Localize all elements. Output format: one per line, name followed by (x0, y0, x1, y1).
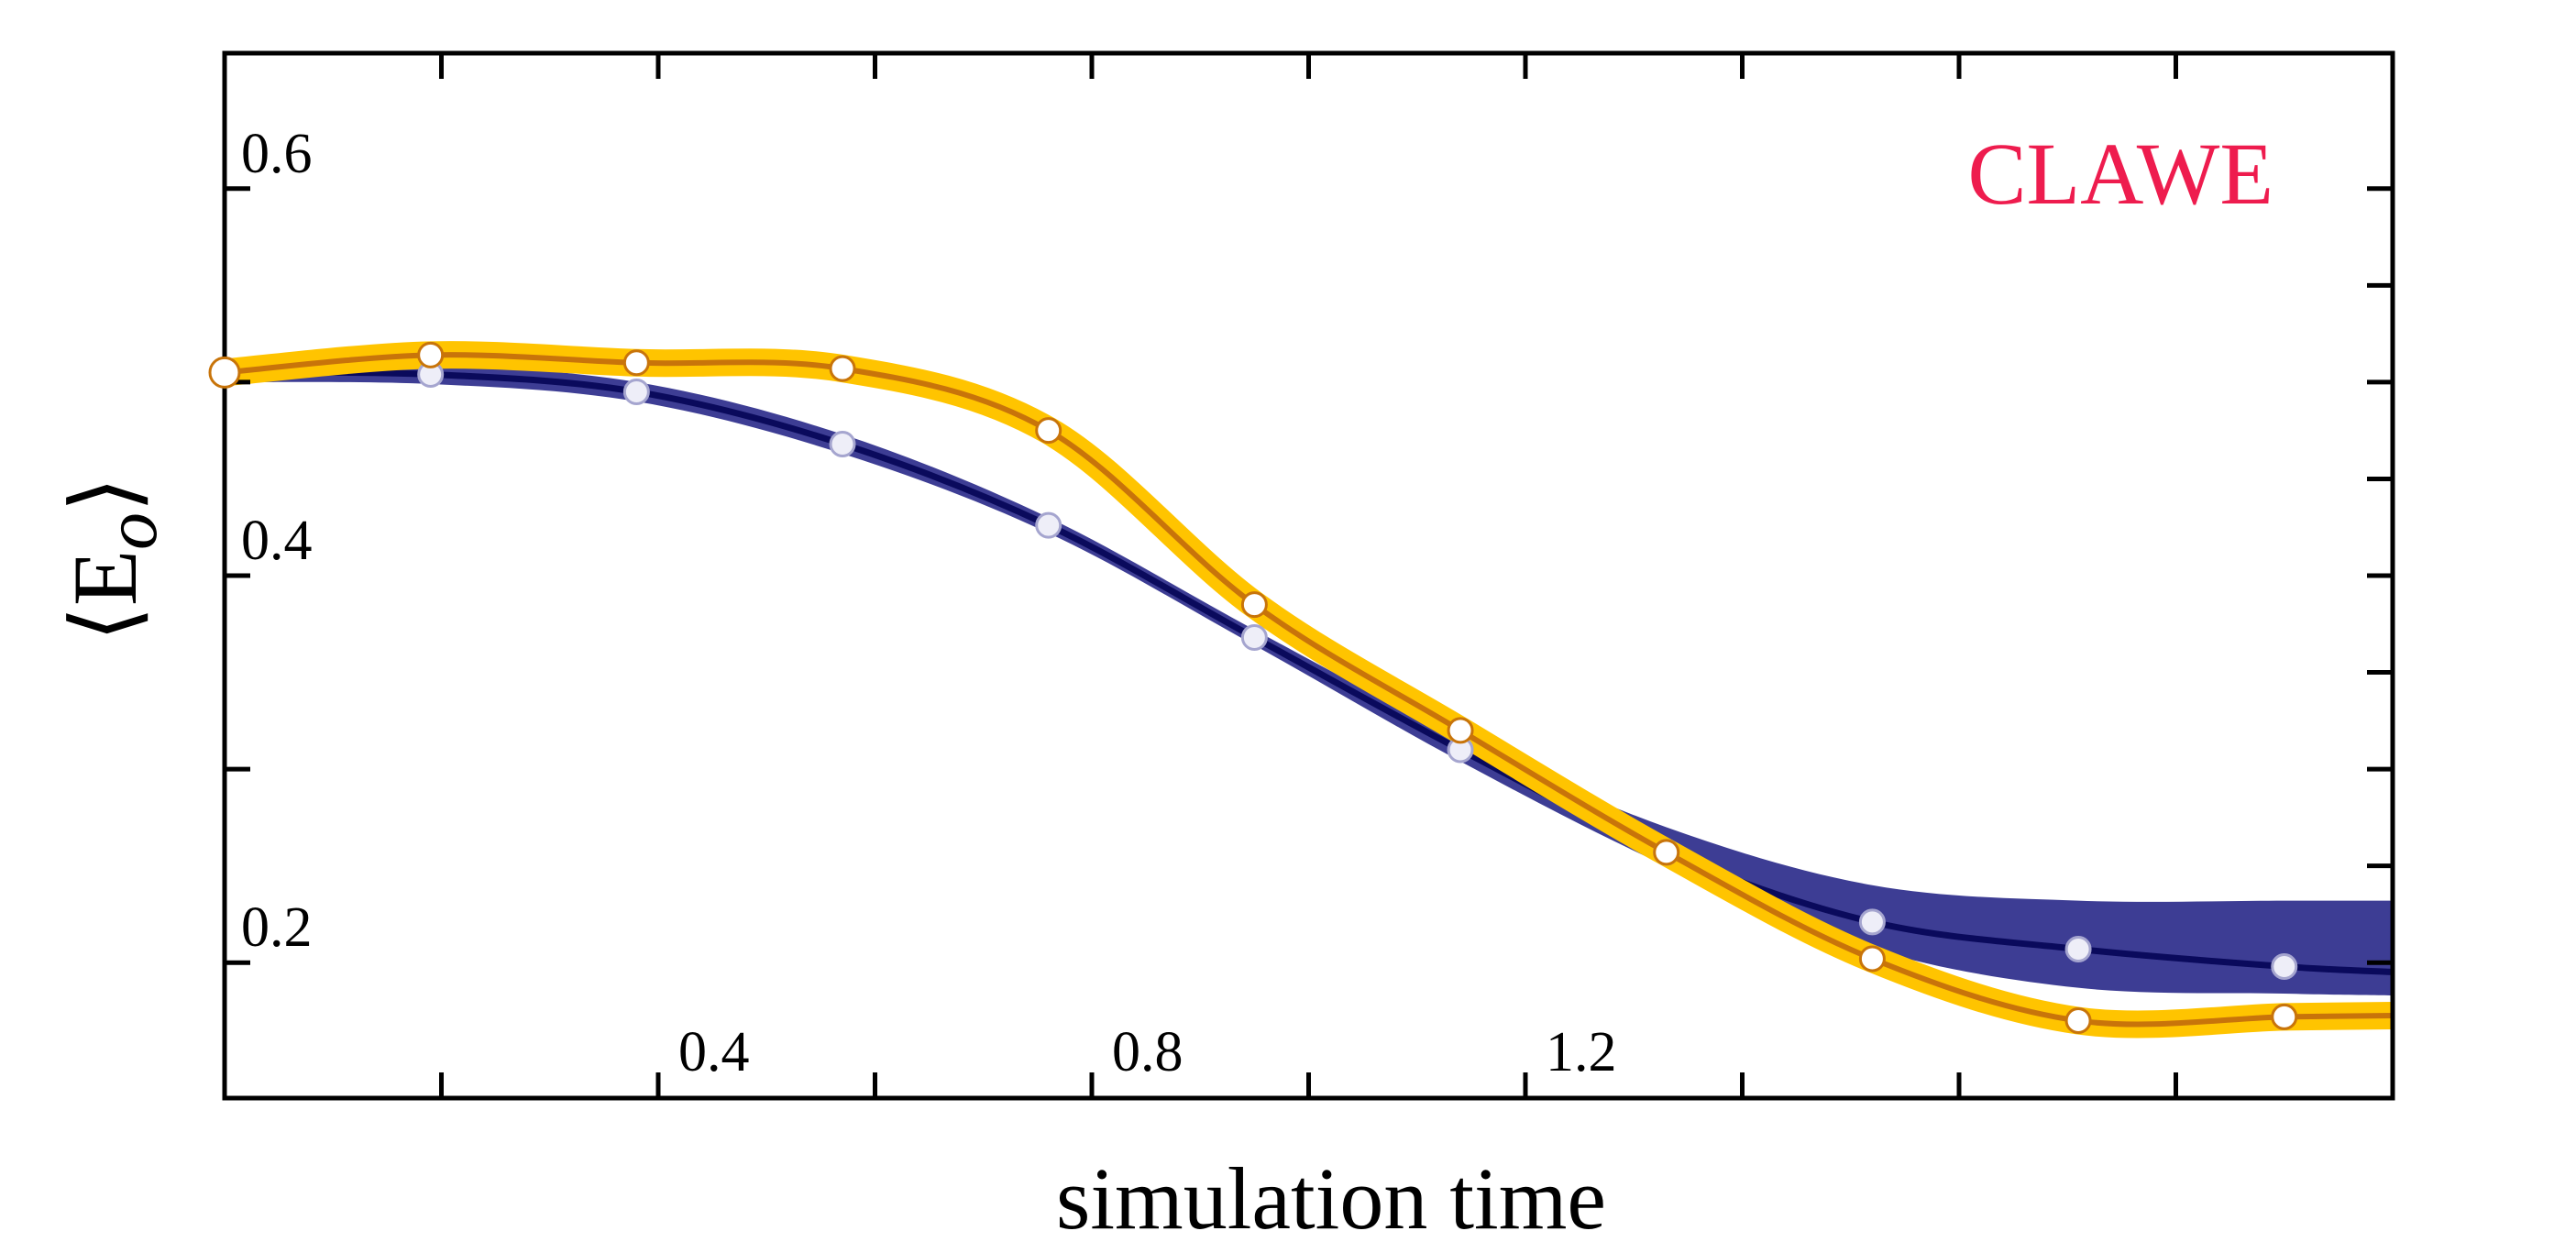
points-layer (208, 341, 2298, 1035)
gold-point (2064, 1007, 2092, 1035)
x-tick-label: 1.2 (1546, 1021, 1617, 1083)
gold-point (622, 349, 650, 377)
navy-point (1240, 624, 1268, 652)
gold-point (1240, 591, 1268, 619)
gold-point (1653, 839, 1680, 866)
gold-point (1035, 417, 1062, 445)
gold-point (1858, 945, 1886, 973)
navy-point (2064, 935, 2092, 962)
navy-point (1035, 511, 1062, 539)
gold-point (829, 355, 856, 382)
ticks-layer: 0.4 0.8 1.2 0.2 0.4 0.6 (225, 53, 2393, 1098)
y-axis-label: ⟨Eo⟩ (54, 477, 172, 642)
svg-text:⟨Eo⟩: ⟨Eo⟩ (54, 477, 172, 642)
gold-point (208, 356, 241, 389)
navy-point (1858, 908, 1886, 936)
gold-point (2271, 1003, 2298, 1030)
y-axis-label-open: ⟨E (54, 550, 156, 642)
x-tick-label: 0.4 (678, 1021, 750, 1083)
gold-point (417, 341, 445, 368)
navy-band (225, 362, 2393, 996)
y-axis-label-sub: o (89, 512, 172, 550)
navy-point (622, 378, 650, 405)
navy-point (829, 430, 856, 457)
x-axis-label: simulation time (1056, 1149, 1606, 1242)
gold-point (1447, 717, 1474, 744)
clawe-annotation: CLAWE (1967, 125, 2273, 223)
x-tick-label: 0.8 (1112, 1021, 1183, 1083)
y-tick-label: 0.4 (241, 510, 313, 572)
y-axis-label-close: ⟩ (54, 477, 156, 512)
y-tick-label: 0.6 (241, 123, 313, 185)
series-layer (225, 341, 2393, 1039)
navy-point (2271, 952, 2298, 980)
y-tick-label: 0.2 (241, 896, 313, 959)
